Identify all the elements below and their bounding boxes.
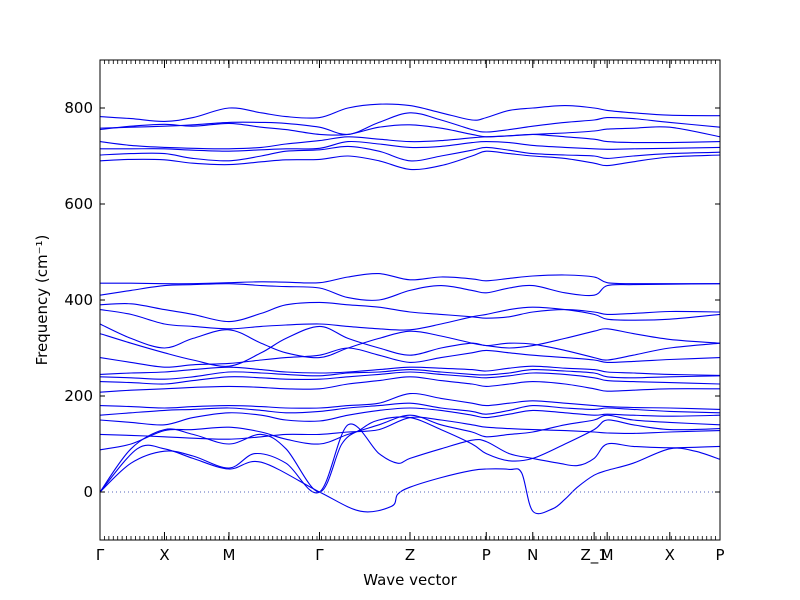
y-tick-label: 200 (64, 387, 93, 405)
x-tick-label: M (601, 546, 614, 564)
x-axis-label: Wave vector (363, 571, 457, 589)
phonon-band-10 (99, 371, 721, 385)
phonon-band-7 (99, 402, 721, 416)
bands-layer (99, 103, 721, 515)
x-tick-label: Γ (315, 546, 324, 564)
x-tick-label: P (482, 546, 491, 564)
phonon-band-24 (99, 122, 721, 138)
phonon-band-22 (100, 140, 721, 152)
phonon-band-20 (99, 150, 721, 171)
x-tick-label: Z_1 (580, 546, 607, 565)
phonon-band-14 (99, 325, 721, 367)
x-tick-label: X (159, 546, 169, 564)
y-tick-label: 0 (83, 483, 93, 501)
phonon-band-9 (99, 376, 721, 393)
phonon-band-13 (99, 347, 721, 368)
phonon-band-12 (99, 365, 721, 376)
phonon-band-15 (99, 323, 721, 359)
plot-frame (99, 59, 721, 541)
phonon-band-23 (99, 133, 721, 150)
phonon-band-26 (99, 103, 721, 122)
phonon-band-1 (99, 444, 721, 515)
phonon-band-11 (99, 369, 721, 380)
phonon-band-16 (99, 306, 721, 331)
phonon-band-17 (99, 301, 721, 323)
phonon-band-5 (99, 416, 721, 440)
phonon-band-4 (99, 414, 721, 451)
ticks-layer (99, 60, 721, 540)
y-tick-label: 600 (64, 195, 93, 213)
x-tick-label: P (715, 546, 724, 564)
phonon-band-25 (99, 112, 721, 135)
y-tick-label: 400 (64, 291, 93, 309)
x-tick-label: N (527, 546, 538, 564)
x-tick-label: Z (405, 546, 415, 564)
x-tick-label: X (665, 546, 675, 564)
phonon-band-21 (99, 145, 721, 162)
x-tick-label: Γ (96, 546, 105, 564)
y-axis-label: Frequency (cm⁻¹) (33, 235, 51, 366)
phonon-band-2 (99, 423, 721, 494)
y-tick-label: 800 (64, 99, 93, 117)
phonon-band-3 (99, 416, 721, 493)
phonon-band-19 (99, 272, 720, 285)
phonon-band-6 (99, 407, 721, 426)
x-tick-label: M (222, 546, 235, 564)
phonon-band-18 (99, 283, 721, 301)
phonon-band-8 (99, 392, 721, 410)
